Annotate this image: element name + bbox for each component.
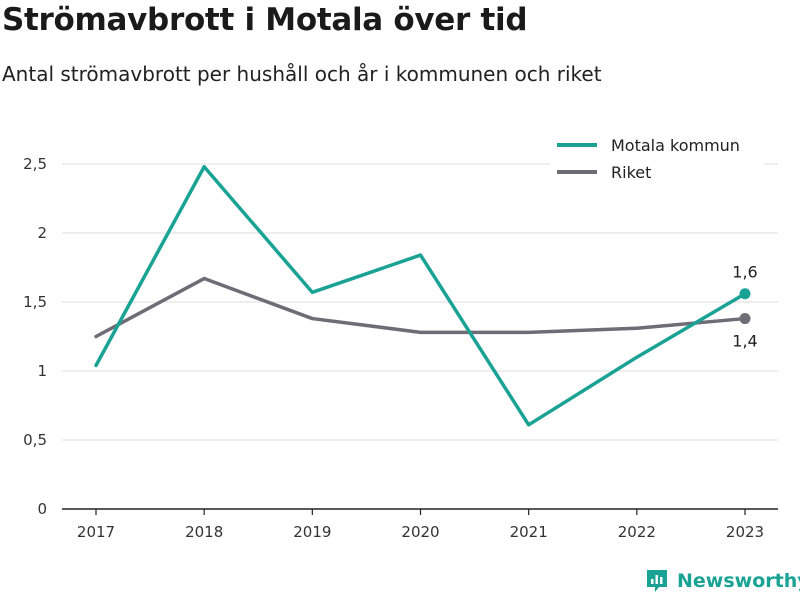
legend-box [550, 128, 764, 186]
y-tick-label: 0 [37, 500, 47, 518]
x-tick-label: 2017 [77, 523, 115, 541]
x-tick-label: 2019 [293, 523, 331, 541]
y-tick-label: 2,5 [23, 155, 47, 173]
end-value-label: 1,6 [732, 263, 757, 282]
x-tick-label: 2023 [726, 523, 764, 541]
series-line [94, 165, 747, 427]
chart-title: Strömavbrott i Motala över tid [2, 2, 528, 38]
x-tick-label: 2022 [618, 523, 656, 541]
end-point [739, 313, 751, 325]
x-tick-label: 2020 [401, 523, 439, 541]
y-tick-label: 1 [37, 362, 47, 380]
y-tick-label: 1,5 [23, 293, 47, 311]
legend-label: Motala kommun [611, 136, 740, 155]
x-tick-label: 2018 [185, 523, 223, 541]
grid-lines [62, 163, 778, 441]
y-axis-ticks: 0 0,5 1 1,5 2 2,5 [23, 155, 47, 518]
legend-label: Riket [611, 163, 651, 182]
end-point [739, 288, 751, 300]
y-tick-label: 0,5 [23, 431, 47, 449]
series-lines [94, 165, 747, 427]
legend: Motala kommun Riket [550, 128, 764, 186]
x-tick-label: 2021 [510, 523, 548, 541]
y-tick-label: 2 [37, 224, 47, 242]
brand: Newsworthy [645, 568, 800, 594]
end-value-label: 1,4 [732, 332, 757, 351]
end-points: 1,6 1,4 [732, 263, 757, 351]
chart-subtitle: Antal strömavbrott per hushåll och år i … [2, 62, 602, 86]
x-axis: 2017 2018 2019 2020 2021 2022 2023 [62, 508, 778, 541]
series-line [94, 276, 747, 339]
newsworthy-logo-icon [647, 570, 667, 592]
brand-name: Newsworthy [677, 570, 800, 592]
